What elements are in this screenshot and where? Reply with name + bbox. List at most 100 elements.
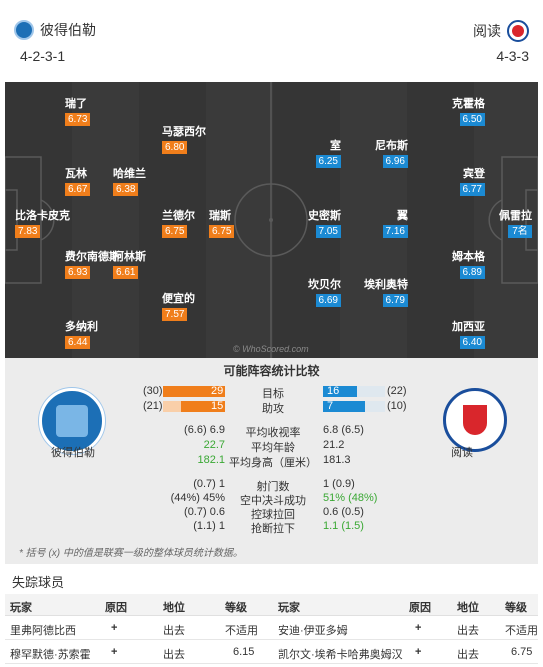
injury-icon: + (111, 646, 118, 658)
comparison-title: 可能阵容统计比较 (223, 364, 320, 378)
table-row: 里弗阿德比西 + 出去 不适用 安迪·伊亚多姆 + 出去 不适用 (5, 616, 538, 640)
player-rating: 6.75 (209, 225, 235, 238)
dribbled-label: 控球拉回 (251, 509, 295, 521)
col-status-away[interactable]: 地位 (457, 602, 479, 614)
rating: 6.15 (233, 646, 255, 658)
away-formation: 4-3-3 (496, 48, 529, 64)
home-player[interactable]: 马瑟西尔 6.80 (162, 126, 206, 154)
home-player[interactable]: 柯林斯 6.61 (113, 251, 146, 279)
away-avg-height: 181.3 (323, 454, 351, 466)
player-rating: 6.79 (382, 294, 408, 307)
home-player[interactable]: 比洛卡皮克 7.83 (15, 210, 70, 238)
away-missing-player[interactable]: 安迪·伊亚多姆 (278, 625, 348, 637)
pitch-lines (5, 82, 538, 358)
away-assists-bar (323, 401, 365, 412)
home-player[interactable]: 兰德尔 6.75 (162, 210, 195, 238)
home-crest-icon[interactable] (39, 388, 105, 454)
home-aerial: (44%) 45% (170, 492, 225, 504)
home-team[interactable]: 彼得伯勒 (14, 20, 96, 40)
table-row: 穆罕默德·苏索霍 + 出去 6.15 凯尔文·埃希卡哈弗奥姆汉 + 出去 6.7… (5, 640, 538, 664)
away-team-label[interactable]: 阅读 (451, 447, 473, 459)
away-assists: 7 (327, 400, 334, 412)
home-player[interactable]: 多纳利 6.44 (65, 321, 98, 349)
home-assists: 15 (211, 400, 224, 412)
away-player[interactable]: 佩雷拉 7名 (499, 210, 532, 238)
home-formation: 4-2-3-1 (20, 48, 66, 64)
player-rating: 6.61 (113, 266, 139, 279)
home-dribbled: (0.7) 0.6 (184, 506, 225, 518)
away-tackles: 1.1 (1.5) (323, 520, 364, 532)
away-player[interactable]: 宾登 6.77 (459, 167, 485, 196)
player-rating: 6.73 (65, 113, 91, 126)
home-team-label[interactable]: 彼得伯勒 (51, 447, 95, 459)
away-team[interactable]: 阅读 (473, 20, 529, 42)
status: 出去 (457, 625, 479, 637)
away-player[interactable]: 翼 7.16 (382, 209, 408, 238)
away-player[interactable]: 姆本格 6.89 (452, 251, 485, 279)
away-player[interactable]: 史密斯 7.05 (308, 210, 341, 238)
tackles-label: 抢断拉下 (251, 523, 295, 535)
missing-players-title: 失踪球员 (12, 575, 65, 590)
player-rating: 6.96 (382, 155, 408, 168)
away-team-name[interactable]: 阅读 (473, 23, 501, 39)
col-rating[interactable]: 等级 (225, 602, 247, 614)
col-player[interactable]: 玩家 (10, 602, 32, 614)
away-player[interactable]: 克霍格 6.50 (452, 98, 485, 126)
player-rating: 6.38 (113, 183, 139, 196)
player-rating: 6.80 (162, 141, 188, 154)
away-crest-icon[interactable] (443, 388, 507, 452)
watermark: © WhoScored.com (233, 344, 309, 354)
home-player[interactable]: 瑞了 6.73 (65, 97, 91, 126)
match-header: 彼得伯勒 阅读 4-2-3-1 4-3-3 (0, 0, 543, 82)
away-player[interactable]: 埃利奥特 6.79 (364, 279, 408, 307)
away-goals: 16 (327, 385, 340, 397)
player-rating: 6.40 (459, 336, 485, 349)
col-status[interactable]: 地位 (163, 602, 185, 614)
home-player[interactable]: 哈维兰 6.38 (113, 168, 146, 196)
home-goals-bar (163, 386, 225, 397)
home-player[interactable]: 瓦林 6.67 (65, 167, 91, 196)
assists-label: 助攻 (262, 403, 284, 415)
away-crest-icon (507, 20, 529, 42)
footnote: * 括号 (x) 中的值是联赛一级的整体球员统计数据。 (19, 548, 243, 559)
injury-icon: + (111, 622, 118, 634)
player-rating: 6.50 (459, 113, 485, 126)
rating: 6.75 (511, 646, 533, 658)
player-rating: 7.83 (15, 225, 41, 238)
home-goals-total: (30) (143, 385, 163, 397)
away-missing-player[interactable]: 凯尔文·埃希卡哈弗奥姆汉 (278, 649, 403, 661)
col-reason[interactable]: 原因 (105, 602, 127, 614)
col-player-away[interactable]: 玩家 (278, 602, 300, 614)
away-aerial: 51% (48%) (323, 492, 378, 504)
away-avg-age: 21.2 (323, 439, 345, 451)
col-rating-away[interactable]: 等级 (505, 602, 527, 614)
away-assists-total: (10) (387, 400, 407, 412)
away-player[interactable]: 加西亚 6.40 (452, 321, 485, 349)
player-rating: 6.67 (65, 183, 91, 196)
goals-label: 目标 (262, 388, 284, 400)
away-avg-rating: 6.8 (6.5) (323, 424, 364, 436)
avg-rating-label: 平均收视率 (245, 427, 301, 439)
home-crest-icon (14, 20, 34, 40)
home-avg-height: 182.1 (197, 454, 225, 466)
home-player[interactable]: 瑞斯 6.75 (209, 209, 235, 238)
away-player[interactable]: 坎贝尔 6.69 (308, 279, 341, 307)
player-rating: 6.89 (459, 266, 485, 279)
home-player[interactable]: 费尔南德斯 6.93 (65, 251, 120, 279)
player-rating: 6.25 (315, 155, 341, 168)
shots-label: 射门数 (256, 481, 290, 493)
player-rating: 7名 (508, 225, 532, 238)
away-player[interactable]: 室 6.25 (315, 139, 341, 168)
home-missing-player[interactable]: 里弗阿德比西 (10, 625, 76, 637)
pitch: 瑞了 6.73 马瑟西尔 6.80 瓦林 6.67 哈维兰 6.38 比洛卡皮克… (5, 82, 538, 358)
away-player[interactable]: 尼布斯 6.96 (375, 140, 408, 168)
player-rating: 7.57 (162, 308, 188, 321)
injury-icon: + (415, 622, 422, 634)
home-assists-total: (21) (143, 400, 163, 412)
col-reason-away[interactable]: 原因 (409, 602, 431, 614)
player-rating: 6.69 (315, 294, 341, 307)
status: 出去 (163, 649, 185, 661)
home-player[interactable]: 便宜的 7.57 (162, 293, 195, 321)
home-team-name[interactable]: 彼得伯勒 (40, 22, 96, 38)
home-missing-player[interactable]: 穆罕默德·苏索霍 (10, 649, 91, 661)
